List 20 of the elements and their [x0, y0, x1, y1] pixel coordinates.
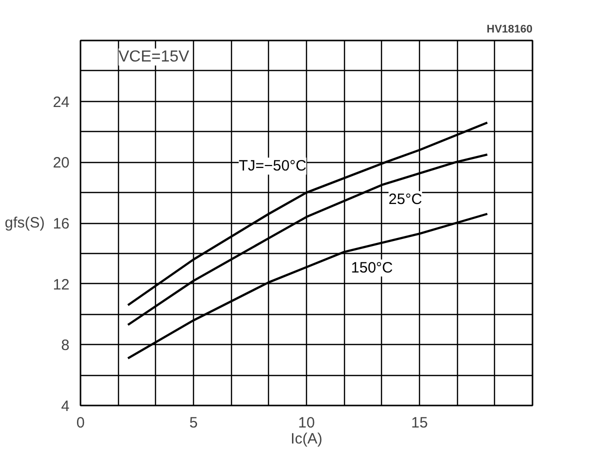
x-tick-label: 0 — [76, 414, 85, 432]
y-axis-title: gfs(S) — [4, 214, 45, 232]
x-tick-label: 15 — [411, 414, 428, 432]
y-tick-label: 12 — [52, 276, 70, 294]
annotation: VCE=15V — [118, 48, 190, 66]
series-label: TJ=−50°C — [238, 158, 307, 175]
y-tick-label: 4 — [61, 398, 70, 415]
series-label: 150°C — [351, 260, 394, 276]
text: HV18160 — [486, 24, 533, 36]
x-axis-title: Ic(A) — [290, 430, 322, 448]
series-label: 25°C — [388, 191, 422, 208]
y-tick-label: 24 — [52, 94, 70, 111]
line-series — [126, 122, 488, 306]
x-tick-label: 5 — [189, 414, 198, 432]
y-tick-label: 8 — [61, 337, 70, 354]
x-tick-label: 10 — [298, 414, 315, 432]
line-series — [126, 153, 488, 326]
y-tick-label: 20 — [52, 154, 70, 172]
y-tick-label: 16 — [52, 216, 70, 232]
line-series — [126, 212, 488, 360]
